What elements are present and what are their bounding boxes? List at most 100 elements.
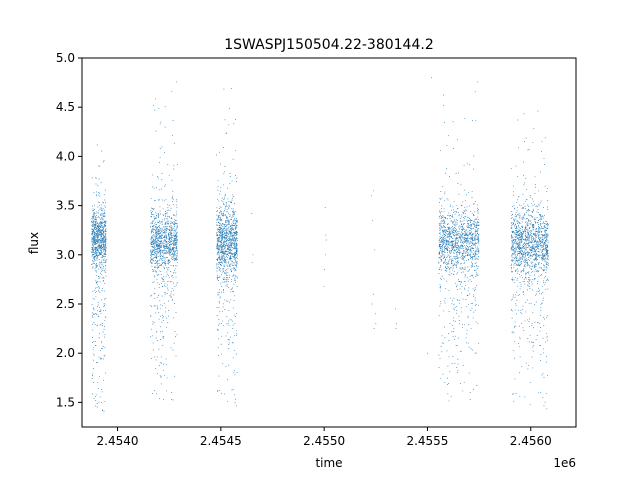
data-point [150, 216, 152, 218]
data-point [95, 231, 97, 232]
data-point [220, 240, 222, 242]
data-point [227, 230, 229, 232]
data-point [96, 229, 98, 231]
data-point [98, 254, 100, 256]
data-point [166, 293, 168, 294]
data-point [464, 280, 466, 282]
data-point [159, 222, 161, 224]
data-point [100, 254, 102, 256]
data-point [168, 234, 170, 236]
data-point [95, 235, 97, 237]
data-point [104, 249, 106, 250]
data-point [513, 279, 515, 281]
data-point [99, 291, 101, 293]
data-point [441, 351, 443, 353]
data-point [538, 224, 540, 226]
data-point [461, 237, 463, 239]
data-point [93, 226, 95, 228]
data-point [154, 242, 156, 244]
data-point [166, 226, 168, 228]
data-point [219, 220, 221, 221]
data-point [97, 306, 99, 308]
data-point [233, 236, 235, 238]
data-point [173, 375, 175, 377]
data-point [95, 264, 97, 266]
data-point [93, 192, 95, 194]
data-point [225, 225, 227, 227]
data-point [229, 230, 231, 232]
data-point [160, 251, 162, 253]
data-point [156, 262, 158, 264]
data-point [514, 253, 516, 255]
data-point [174, 252, 176, 254]
data-point [234, 232, 235, 234]
data-point [459, 350, 461, 352]
data-point [439, 233, 441, 235]
data-point [91, 237, 93, 239]
data-point [156, 257, 158, 258]
data-point [229, 219, 231, 221]
data-point [227, 238, 229, 240]
data-point [547, 279, 549, 281]
data-point [443, 219, 445, 221]
data-point [150, 249, 152, 251]
data-point [167, 289, 169, 291]
data-point [236, 232, 238, 233]
data-point [104, 316, 106, 318]
data-point [159, 210, 161, 212]
data-point [234, 239, 236, 241]
data-point [474, 219, 476, 221]
data-point [442, 223, 444, 225]
data-point [223, 267, 225, 269]
data-point [477, 258, 479, 260]
data-point [229, 176, 231, 177]
data-point [100, 248, 102, 250]
data-point [175, 276, 177, 278]
data-point [162, 251, 164, 253]
data-point [91, 267, 93, 269]
data-point [168, 261, 170, 263]
data-point [159, 265, 160, 267]
data-point [150, 238, 152, 240]
data-point [226, 323, 228, 325]
data-point [441, 279, 442, 281]
data-point [460, 247, 461, 249]
data-point [451, 259, 452, 261]
data-point [444, 230, 446, 232]
data-point [462, 259, 464, 260]
data-point [151, 251, 153, 252]
data-point [545, 361, 547, 363]
data-point [224, 242, 226, 244]
data-point [100, 264, 102, 266]
data-point [97, 241, 99, 243]
data-point [451, 258, 453, 260]
data-point [470, 223, 472, 225]
data-point [228, 226, 230, 228]
data-point [157, 242, 159, 244]
data-point [161, 221, 163, 223]
data-point [441, 244, 443, 246]
data-point [440, 269, 442, 271]
data-point [222, 230, 224, 232]
data-point [151, 213, 153, 215]
data-point [469, 246, 470, 247]
data-point [169, 253, 171, 255]
data-point [166, 244, 168, 246]
data-point [226, 280, 228, 282]
data-point [169, 250, 171, 252]
data-point [223, 281, 225, 283]
data-point [105, 222, 107, 224]
data-point [158, 365, 160, 366]
data-point [219, 283, 221, 285]
data-point [451, 229, 453, 231]
data-point [97, 275, 99, 277]
data-point [460, 311, 462, 313]
data-point [173, 257, 175, 259]
data-point [158, 273, 160, 275]
data-point [234, 257, 236, 259]
data-point [154, 98, 156, 100]
data-point [97, 222, 99, 224]
data-point [451, 244, 453, 246]
data-point [94, 243, 95, 245]
data-point [170, 250, 172, 252]
